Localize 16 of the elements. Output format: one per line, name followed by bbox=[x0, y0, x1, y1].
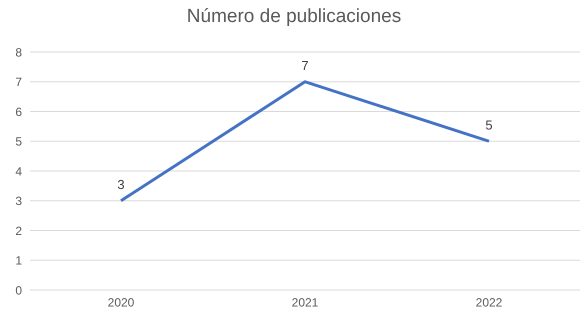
y-tick-label: 7 bbox=[15, 75, 22, 90]
y-tick-label: 5 bbox=[15, 134, 22, 149]
y-tick-label: 2 bbox=[15, 224, 22, 238]
y-tick-label: 3 bbox=[15, 194, 22, 208]
x-tick-label: 2020 bbox=[108, 296, 135, 310]
chart-title: Número de publicaciones bbox=[186, 6, 402, 28]
data-label: 7 bbox=[301, 58, 309, 73]
y-tick-label: 8 bbox=[15, 45, 22, 60]
data-label: 5 bbox=[485, 117, 493, 132]
y-tick-label: 6 bbox=[15, 104, 22, 119]
y-tick-label: 0 bbox=[15, 283, 22, 298]
data-label: 3 bbox=[117, 176, 125, 192]
x-tick-label: 2021 bbox=[292, 296, 319, 310]
x-tick-label: 2022 bbox=[476, 296, 503, 310]
y-tick-label: 1 bbox=[15, 254, 22, 268]
y-tick-label: 4 bbox=[15, 164, 22, 178]
